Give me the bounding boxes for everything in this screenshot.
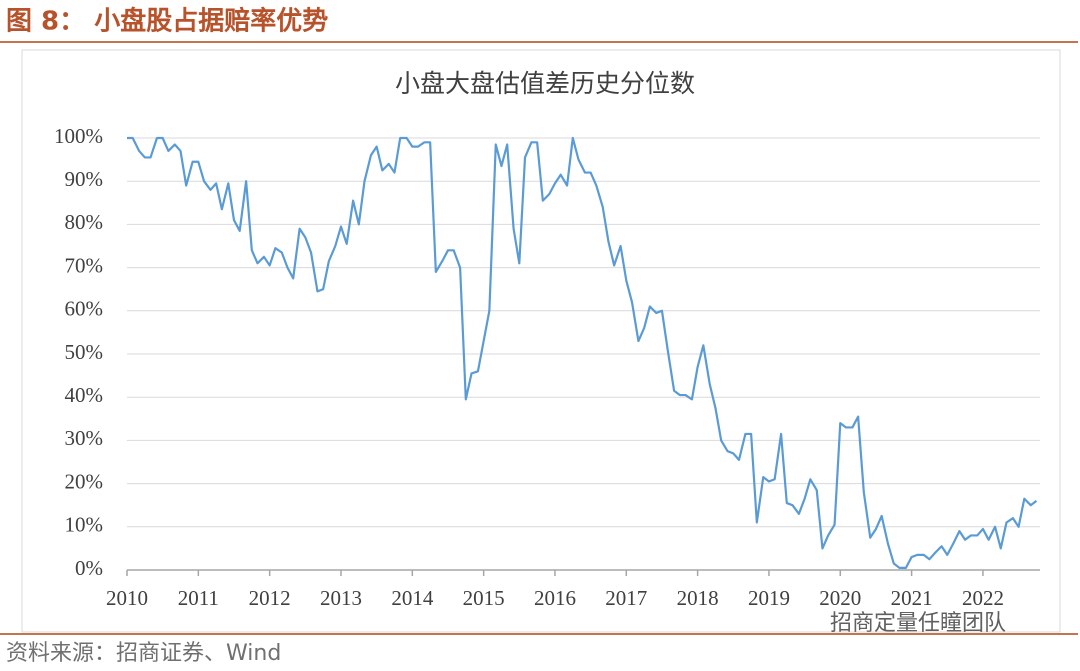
x-tick-label: 2014 [391, 586, 434, 610]
x-tick-label: 2019 [748, 586, 790, 610]
watermark: 招商定量任瞳团队 [830, 611, 1006, 636]
x-tick-label: 2011 [178, 586, 219, 610]
y-tick-label: 70% [65, 253, 104, 277]
figure-header: 图 8： 小盘股占据赔率优势 [6, 6, 328, 37]
y-tick-label: 10% [65, 513, 104, 537]
x-tick-label: 2020 [819, 586, 861, 610]
x-tick-label: 2017 [605, 586, 647, 610]
y-tick-label: 50% [65, 340, 104, 364]
y-tick-label: 40% [65, 383, 104, 407]
x-tick-label: 2015 [463, 586, 505, 610]
y-tick-label: 100% [54, 124, 103, 148]
chart-frame [21, 49, 1061, 633]
x-tick-label: 2022 [962, 586, 1004, 610]
x-tick-label: 2021 [891, 586, 933, 610]
y-tick-label: 60% [65, 297, 104, 321]
chart-title: 小盘大盘估值差历史分位数 [395, 69, 695, 98]
y-tick-label: 90% [65, 167, 104, 191]
y-tick-label: 30% [65, 426, 104, 450]
data-line [127, 136, 1038, 569]
y-tick-label: 20% [65, 469, 104, 493]
x-tick-label: 2016 [534, 586, 576, 610]
x-tick-label: 2010 [106, 586, 148, 610]
source-note: 资料来源：招商证券、Wind [6, 641, 281, 666]
y-tick-label: 0% [75, 556, 103, 580]
x-tick-label: 2013 [320, 586, 362, 610]
x-tick-label: 2012 [249, 586, 291, 610]
x-tick-label: 2018 [677, 586, 719, 610]
y-tick-label: 80% [65, 210, 104, 234]
